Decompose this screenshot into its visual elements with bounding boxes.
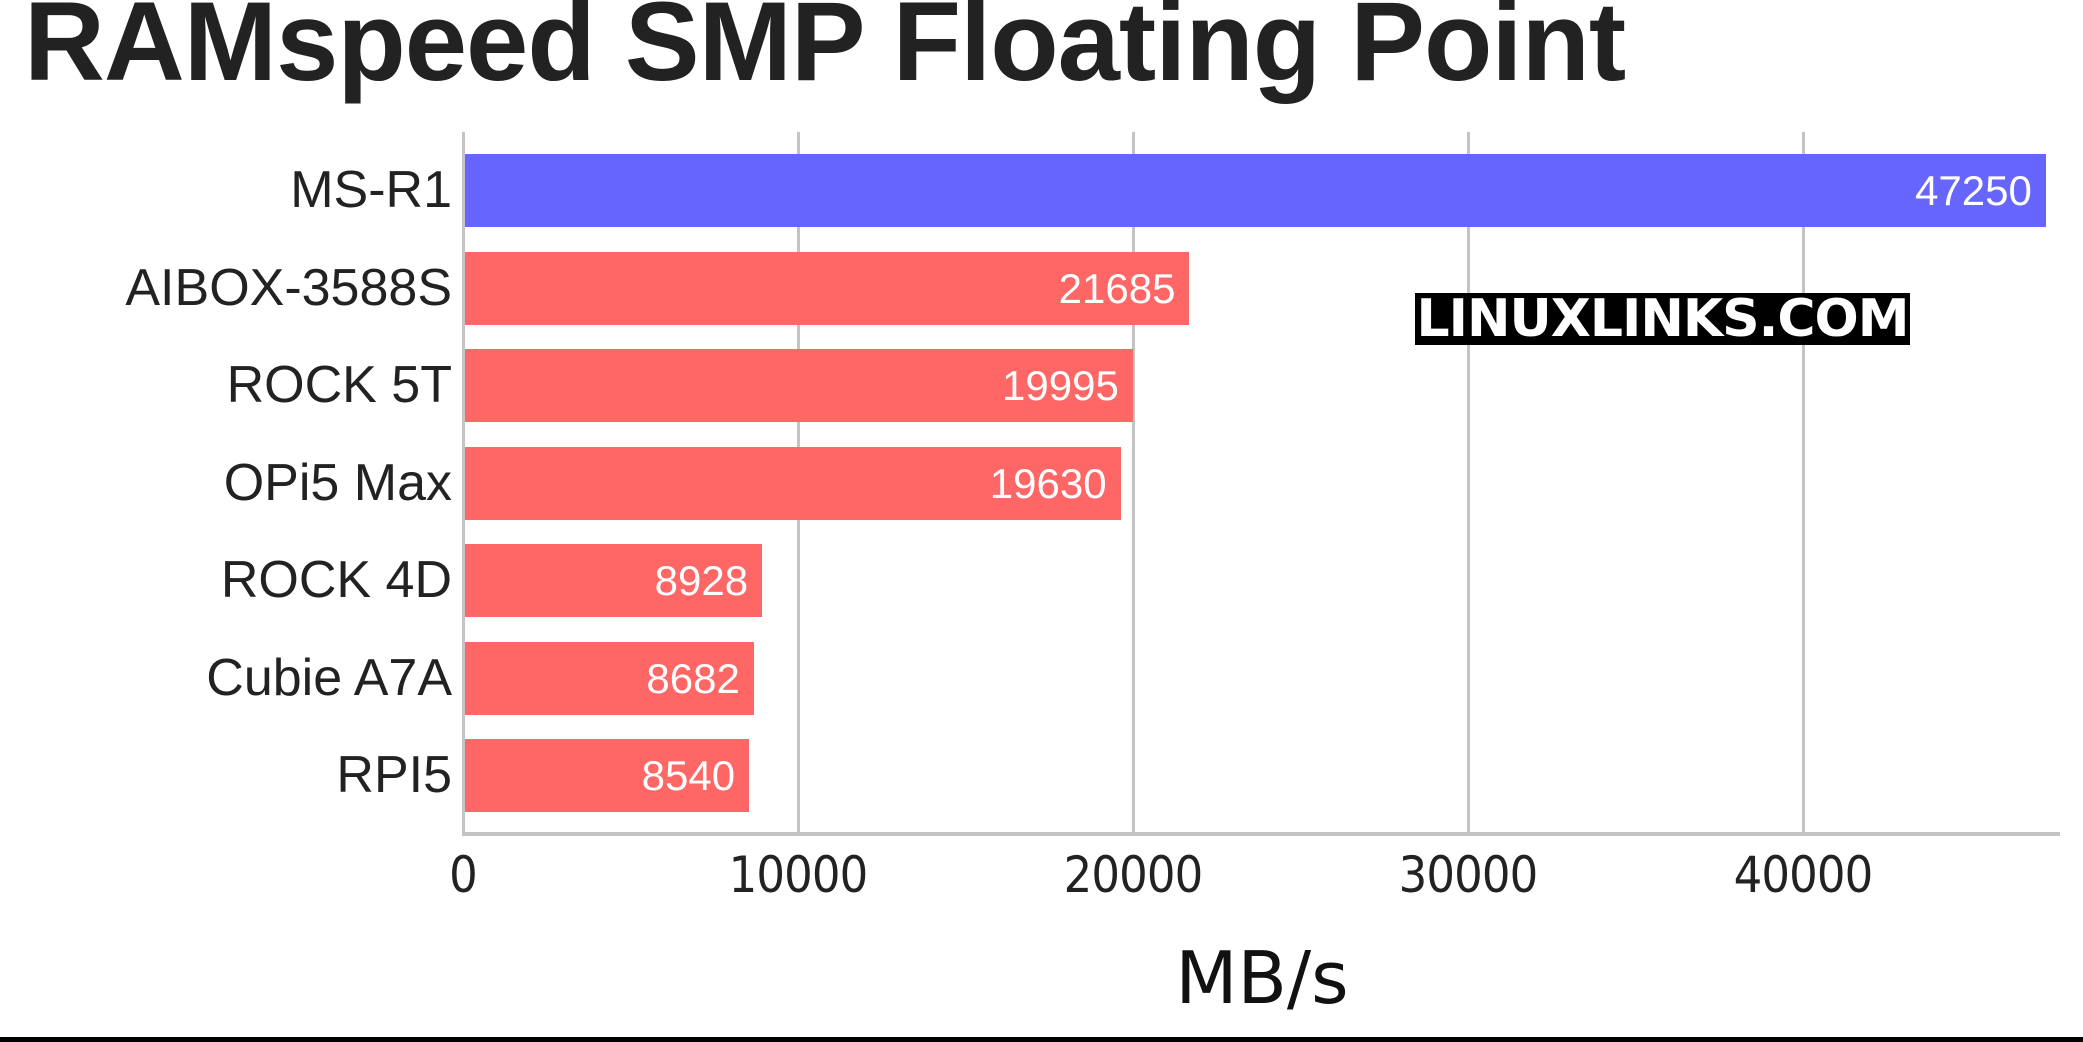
category-label: OPi5 Max: [223, 453, 452, 512]
bar-fill: [463, 641, 754, 715]
x-tick-label: 10000: [728, 846, 869, 904]
x-tick-label: 40000: [1733, 846, 1874, 904]
bar-rock-5t: 19995: [463, 349, 1133, 422]
x-axis-line: [462, 832, 2060, 836]
bar-value-label: 19630: [989, 459, 1107, 507]
gridline-20000: [1132, 132, 1135, 835]
bar-value-label: 8540: [641, 752, 736, 799]
bar-opi5-max: 19630: [463, 446, 1121, 520]
category-label: AIBOX-3588S: [125, 258, 452, 317]
category-label: ROCK 4D: [220, 551, 452, 609]
bar-value-label: 19995: [1002, 362, 1119, 409]
bar-rock-4d: 8928: [463, 544, 763, 617]
chart-title: RAMspeed SMP Floating Point: [24, 0, 1626, 104]
bar-fill: [463, 154, 2046, 227]
category-label: RPI5: [336, 746, 452, 804]
bar-value-label: 47250: [1915, 167, 2032, 214]
bar-fill: [463, 349, 1133, 422]
x-tick-label: 20000: [1063, 846, 1204, 904]
y-axis-line: [462, 132, 465, 835]
category-label: MS-R1: [290, 161, 452, 219]
bottom-divider: [0, 1037, 2083, 1042]
bar-fill: [463, 544, 763, 617]
watermark-logo: LINUXLINKS.COM: [1415, 293, 1910, 345]
x-tick-label: 0: [449, 846, 478, 904]
category-label: Cubie A7A: [206, 648, 452, 707]
bar-cubie-a7a: 8682: [463, 641, 754, 715]
gridline-40000: [1802, 132, 1805, 835]
bar-fill: [463, 251, 1190, 325]
category-label: ROCK 5T: [226, 356, 452, 414]
gridline-30000: [1467, 132, 1470, 835]
x-tick-label: 30000: [1398, 846, 1539, 904]
bar-value-label: 8682: [646, 654, 740, 702]
bar-value-label: 21685: [1058, 264, 1176, 312]
bar-ms-r1: 47250: [463, 154, 2046, 227]
bar-fill: [463, 446, 1121, 520]
bar-rpi5: 8540: [463, 739, 750, 812]
bar-aibox-3588s: 21685: [463, 251, 1190, 325]
bar-value-label: 8928: [654, 557, 749, 604]
bar-fill: [463, 739, 750, 812]
x-axis-title: MB/s: [1175, 936, 1349, 1020]
